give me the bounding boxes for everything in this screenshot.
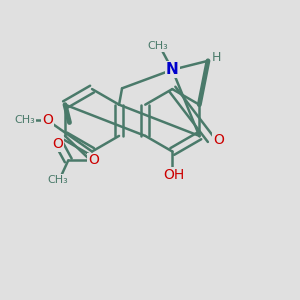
Text: O: O	[42, 113, 53, 127]
Text: CH₃: CH₃	[15, 115, 35, 125]
Text: O: O	[52, 137, 63, 151]
Text: OH: OH	[163, 168, 184, 182]
Text: H: H	[212, 51, 222, 64]
Text: O: O	[88, 153, 99, 167]
Text: O: O	[213, 133, 224, 147]
Text: CH₃: CH₃	[147, 41, 168, 51]
Text: N: N	[166, 62, 179, 77]
Text: CH₃: CH₃	[47, 175, 68, 185]
